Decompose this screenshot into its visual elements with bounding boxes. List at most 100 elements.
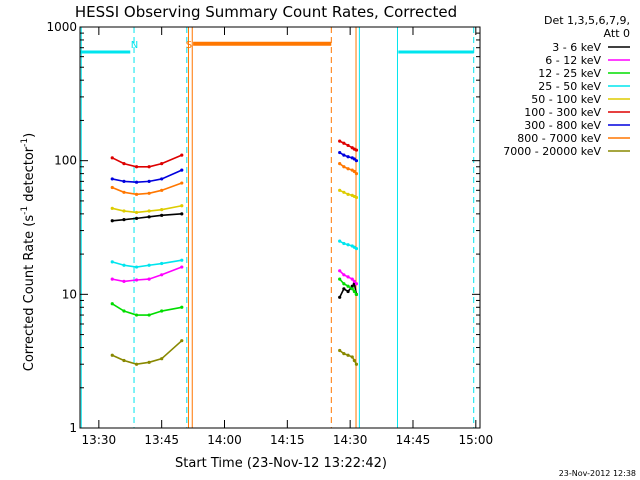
series-3-point [160,261,164,266]
series-6-point [134,180,139,184]
series-6-point [346,155,350,159]
series-7-point [346,167,350,171]
series-4-point [160,208,164,212]
series-5-point [180,153,184,157]
series-2-point [180,305,184,309]
y-axis-label: Corrected Count Rate (s-1 detector-1) [20,133,37,371]
series-1-point [122,279,126,283]
series-0-point [338,295,342,299]
series-7-point [338,162,342,166]
series-8-point [110,353,114,357]
series-4-point [122,209,126,213]
x-tick-label: 14:15 [270,433,305,447]
series-1-point [346,275,350,279]
series-8-point [352,358,356,363]
series-5-point [147,165,151,169]
series-2-point [134,313,139,317]
y-tick-label: 100 [54,154,77,168]
chart-title: HESSI Observing Summary Count Rates, Cor… [75,3,457,21]
legend-header-line-1: Det 1,3,5,6,7,9, [544,14,630,27]
y-tick-label: 1000 [46,20,77,34]
series-7-segment-1 [111,182,183,196]
series-3-point [342,241,346,246]
y-tick-label: 10 [62,287,77,301]
series-0-point [122,218,126,222]
legend-entry-label: 300 - 800 keV [524,119,601,132]
series-0-point [134,216,139,220]
series-1-point [342,273,346,277]
series-5-point [110,156,114,160]
series-3-point [338,239,342,243]
series-7-point [160,188,164,192]
series-2-point [350,287,354,291]
series-0-point [346,289,350,294]
y-tick-label: 1 [69,421,77,435]
legend-entry-label: 12 - 25 keV [538,67,601,80]
series-8-point [122,358,126,363]
series-6-point [160,177,164,181]
series-1-point [352,279,356,283]
series-7-point [134,192,139,196]
legend-entry-label: 3 - 6 keV [552,41,601,54]
series-2-point [346,284,350,288]
svg-text:Corrected Count Rate (s-1 dete: Corrected Count Rate (s-1 detector-1) [20,133,37,371]
series-5-point [342,141,346,145]
series-3-point [110,260,114,264]
series-3-point [354,246,359,251]
series-3-point [180,258,184,262]
series-5-point [160,162,164,166]
series-7-point [110,185,114,190]
series-2-point [354,292,359,296]
series-2-point [147,313,151,317]
series-3-point [122,263,126,267]
series-5-point [338,139,342,143]
x-tick-label: 13:30 [82,433,117,447]
series-4-point [180,204,184,208]
series-0-point [342,287,346,291]
series-8-point [134,362,139,366]
x-tick-label: 14:00 [207,433,242,447]
legend-header-line-2: Att 0 [604,27,630,40]
x-tick-label: 15:00 [459,433,494,447]
series-7-point [354,172,359,176]
series-6-point [354,159,359,163]
flag-n: N [131,40,138,51]
series-3-point [134,265,139,269]
series-5-point [122,162,126,166]
x-tick-label: 14:30 [333,433,368,447]
series-6-segment-1 [112,169,183,184]
x-tick-label: 14:45 [396,433,431,447]
series-8-segment-2 [339,349,358,365]
footer-timestamp: 23-Nov-2012 12:38 [559,469,636,478]
series-2-segment-1 [111,303,182,316]
series-8-segment-1 [111,340,183,366]
series-0-point [110,219,114,223]
series-8-point [160,357,164,361]
series-0-point [160,213,164,217]
legend-entry-label: 7000 - 20000 keV [503,145,601,158]
series-5-point [346,143,350,148]
series-4-point [147,209,151,213]
series-2-point [110,302,114,306]
series-5-point [134,165,139,169]
series-6-point [342,153,346,157]
series-1-point [134,278,139,282]
series-3-point [346,243,350,247]
series-1-point [147,277,151,281]
series-2-point [352,289,356,294]
series-8-point [342,352,346,356]
series-5-point [354,148,359,152]
series-4-point [354,195,359,200]
series-4-point [338,188,342,192]
series-7-point [352,169,356,174]
series-3-point [147,263,151,267]
series-8-point [354,362,359,366]
series-4-point [110,206,114,210]
series-1-point [338,269,342,273]
series-7-point [342,165,346,169]
x-tick-label: 13:45 [144,433,179,447]
series-3-segment-1 [112,259,182,268]
series-1-point [160,273,164,277]
series-1-point [354,282,359,286]
